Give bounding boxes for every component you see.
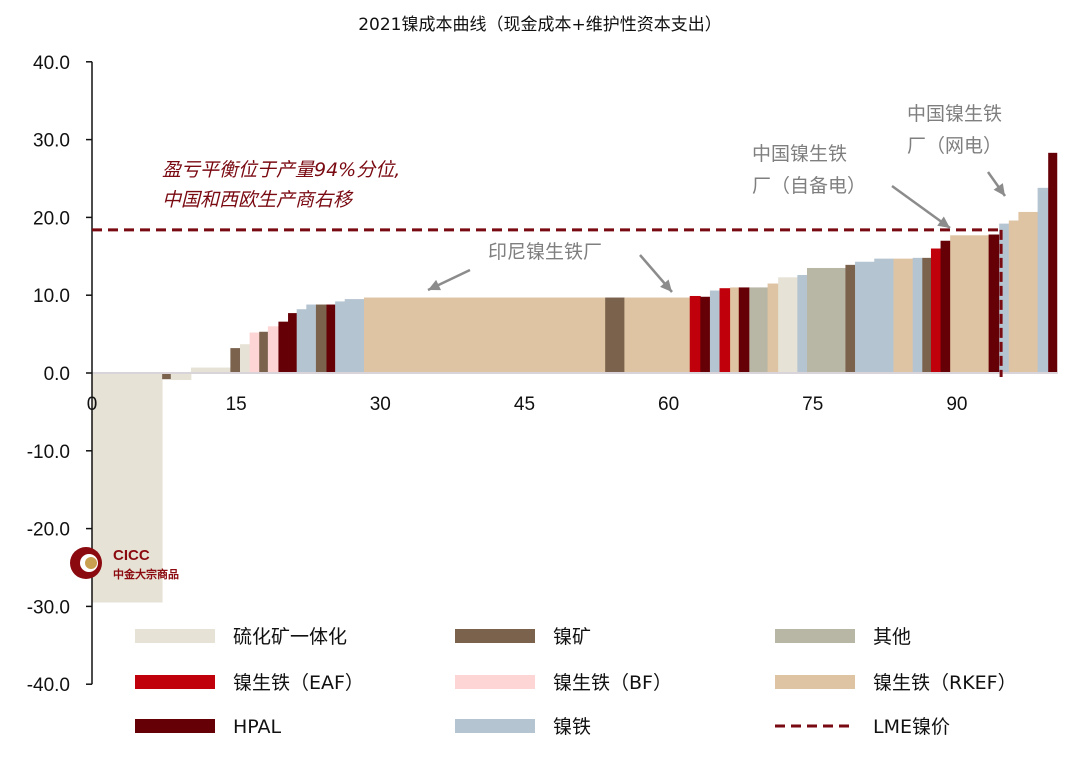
legend-label-hpal: HPAL: [233, 716, 282, 738]
bar-sulfide: [239, 344, 251, 373]
legend-label-sulfide: 硫化矿一体化: [233, 626, 347, 648]
x-tick-label: 30: [370, 394, 391, 415]
y-tick-label: 40.0: [33, 53, 70, 74]
bar-bf: [249, 332, 260, 373]
bar-hpal: [738, 287, 750, 373]
y-tick-label: -30.0: [27, 597, 70, 618]
bar-rkef: [624, 297, 691, 373]
bar-sulfide: [170, 373, 192, 381]
legend-label-eaf: 镍生铁（EAF）: [233, 672, 364, 694]
bar-eaf: [719, 288, 731, 373]
annotation-arrowhead: [660, 279, 672, 292]
bar-other: [806, 267, 846, 373]
bar-ore: [259, 331, 269, 373]
chart-title: 2021镍成本曲线（现金成本+维护性资本支出）: [358, 15, 722, 35]
x-tick-label: 90: [946, 394, 967, 415]
legend-swatch-fe: [455, 719, 535, 733]
bar-hpal: [326, 304, 336, 373]
bar-sulfide: [778, 277, 798, 373]
china-self-power-annotation-line1: 中国镍生铁: [752, 143, 847, 165]
bar-rkef: [1008, 220, 1019, 373]
legend-label-ore: 镍矿: [553, 626, 591, 648]
bar-sulfide: [190, 367, 231, 373]
legend-swatch-hpal: [135, 719, 215, 733]
bar-sulfide: [92, 373, 163, 603]
bar-hpal: [940, 240, 951, 373]
legend-swatch-bf: [455, 675, 535, 689]
x-tick-label: 15: [226, 394, 247, 415]
legend-label-other: 其他: [873, 626, 911, 648]
china-grid-power-annotation-line1: 中国镍生铁: [907, 103, 1002, 125]
bar-fe: [855, 261, 875, 373]
y-tick-label: 0.0: [44, 364, 70, 385]
bar-other: [749, 287, 768, 373]
x-tick-label: 45: [514, 394, 535, 415]
y-tick-label: -20.0: [27, 520, 70, 541]
y-tick-label: -10.0: [27, 442, 70, 463]
legend-label-rkef: 镍生铁（RKEF）: [873, 672, 1017, 694]
bar-rkef: [730, 287, 740, 373]
bar-fe: [344, 299, 365, 373]
annotation-arrowhead: [428, 279, 441, 291]
breakeven-annotation-line1: 盈亏平衡位于产量94%分位,: [162, 159, 400, 181]
svg-text:CICC: CICC: [113, 547, 150, 564]
legend-label-bf: 镍生铁（BF）: [553, 672, 672, 694]
breakeven-annotation-line2: 中国和西欧生产商右移: [162, 189, 354, 211]
y-tick-label: 20.0: [33, 208, 70, 229]
bar-ore: [230, 348, 241, 373]
legend-swatch-eaf: [135, 675, 215, 689]
bar-ore: [922, 257, 932, 373]
legend-label-lme: LME镍价: [873, 716, 950, 738]
legend-swatch-rkef: [775, 675, 855, 689]
bar-rkef: [950, 235, 990, 373]
bar-rkef: [893, 258, 914, 373]
china-grid-power-annotation-line2: 厂（网电）: [907, 135, 1002, 157]
bar-hpal: [988, 234, 1000, 373]
bar-hpal: [1048, 152, 1058, 373]
bar-hpal: [700, 296, 711, 373]
bar-fe: [912, 257, 923, 373]
bar-fe: [335, 301, 346, 373]
legend-swatch-other: [775, 629, 855, 643]
bar-eaf: [689, 295, 701, 373]
bar-eaf: [930, 248, 941, 373]
indonesia-annotation: 印尼镍生铁厂: [488, 241, 602, 263]
legend-swatch-ore: [455, 629, 535, 643]
x-tick-label: 75: [802, 394, 823, 415]
bar-fe: [999, 223, 1010, 373]
y-tick-label: -40.0: [27, 675, 70, 696]
bar-fe: [709, 290, 720, 373]
bar-ore: [315, 304, 327, 373]
china-self-power-annotation-line2: 厂（自备电）: [752, 175, 866, 197]
x-tick-label: 0: [87, 394, 98, 415]
bar-hpal: [278, 321, 289, 373]
bar-fe: [874, 258, 894, 373]
bar-rkef: [1018, 211, 1039, 373]
bar-fe: [296, 309, 307, 373]
cicc-logo: CICC 中金大宗商品: [70, 547, 179, 581]
bar-ore: [162, 373, 172, 380]
annotation-arrow: [891, 184, 951, 230]
bar-fe: [306, 304, 317, 373]
y-tick-label: 30.0: [33, 131, 70, 152]
bar-rkef: [767, 283, 779, 373]
x-tick-label: 60: [658, 394, 679, 415]
legend-swatch-sulfide: [135, 629, 215, 643]
bar-rkef: [363, 297, 606, 373]
annotation-arrowhead: [993, 183, 1005, 196]
bar-ore: [605, 297, 625, 373]
bar-hpal: [288, 313, 298, 373]
svg-text:中金大宗商品: 中金大宗商品: [113, 567, 179, 581]
bar-fe: [1037, 187, 1049, 373]
y-tick-label: 10.0: [33, 286, 70, 307]
annotation-arrowhead: [937, 216, 950, 228]
legend-label-fe: 镍铁: [553, 716, 591, 738]
bar-fe: [797, 274, 808, 373]
bar-bf: [267, 326, 279, 373]
bar-ore: [845, 264, 856, 373]
